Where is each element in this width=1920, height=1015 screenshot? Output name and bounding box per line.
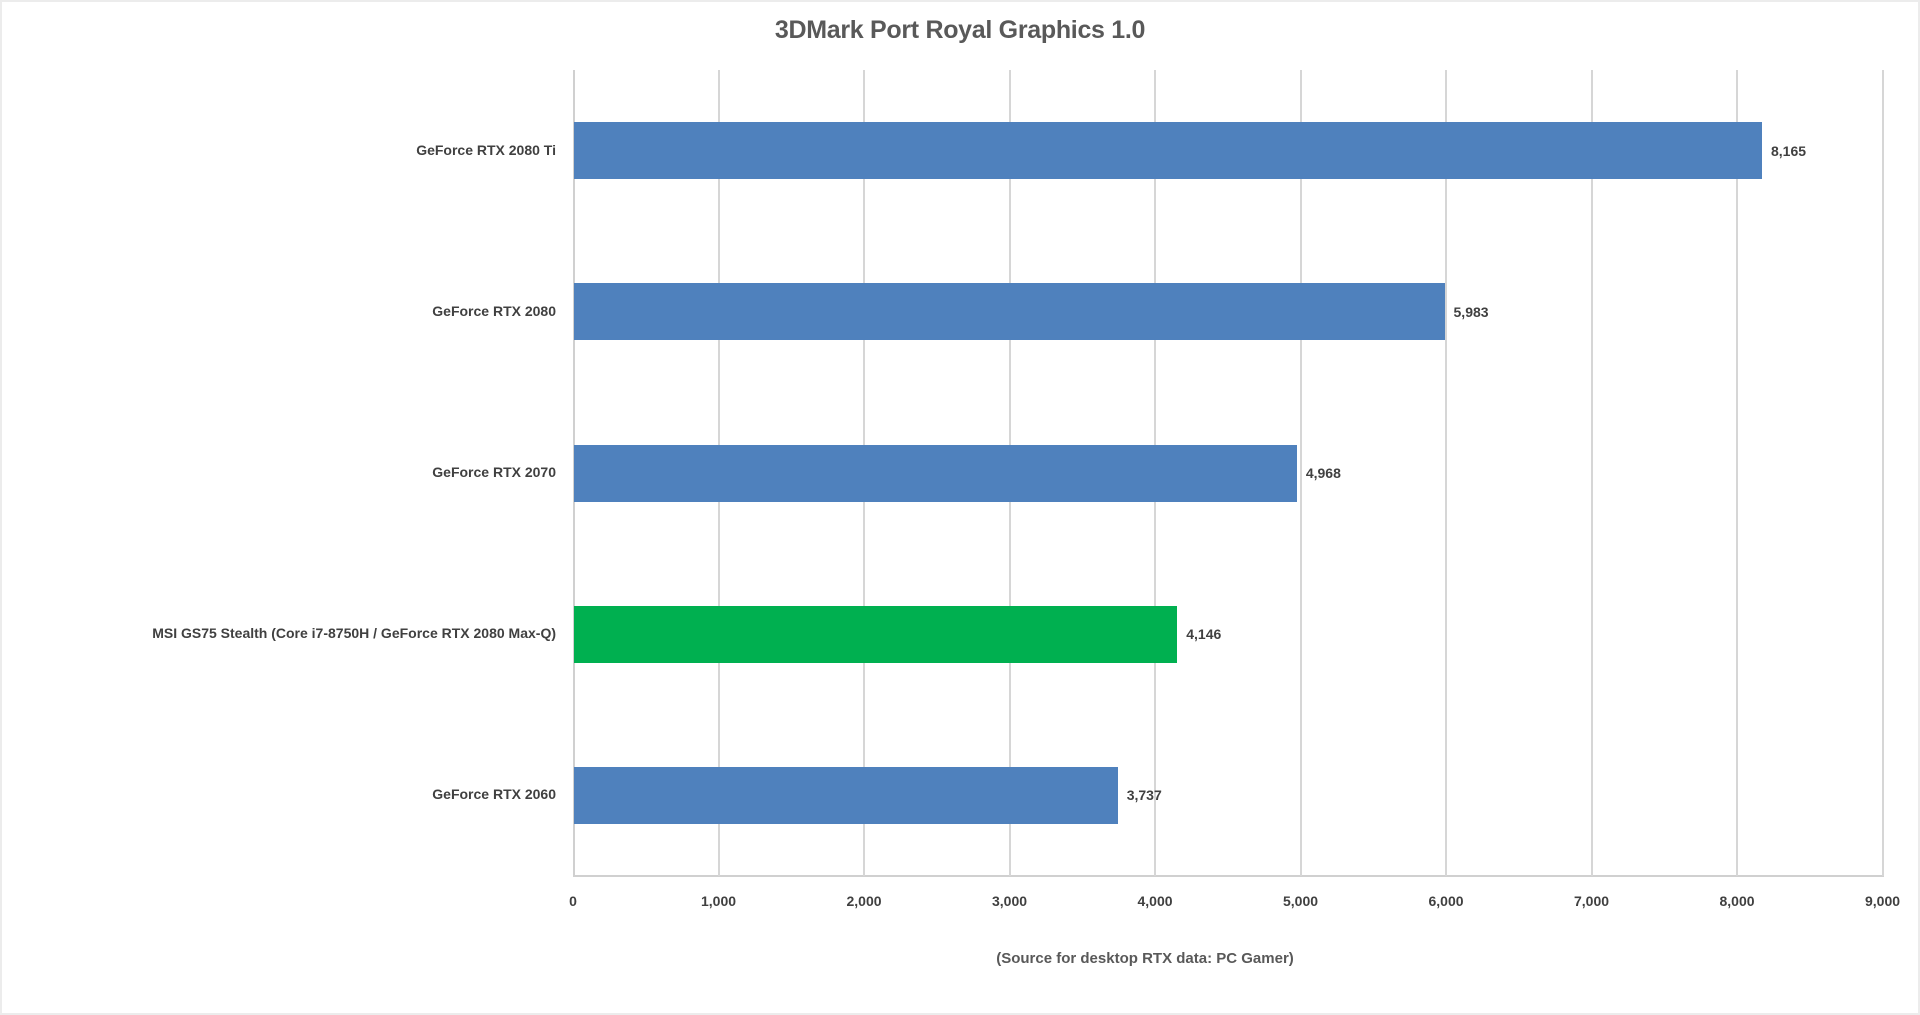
gridline [1299,70,1302,876]
x-tick-label: 8,000 [1719,893,1755,909]
bar [574,444,1297,502]
x-tick-label: 5,000 [1282,893,1319,909]
gridline [1736,70,1738,876]
x-tick-label: 1,000 [700,893,737,909]
gridline [1445,70,1447,876]
gridline [1590,70,1593,876]
y-category-label: GeForce RTX 2070 [432,464,556,480]
x-tick-label: 0 [569,893,577,909]
x-tick-label: 4,000 [1137,893,1173,909]
y-category-label: MSI GS75 Stealth (Core i7-8750H / GeForc… [152,625,556,642]
data-label: 3,737 [1126,787,1162,804]
data-label: 8,165 [1771,142,1807,159]
y-category-label: GeForce RTX 2080 Ti [416,141,556,158]
y-category-label: GeForce RTX 2080 [432,302,556,319]
bar [574,766,1118,824]
data-label: 4,146 [1186,626,1222,643]
chart-title: 3DMark Port Royal Graphics 1.0 [774,16,1146,44]
x-tick-label: 3,000 [991,893,1028,909]
y-category-label: GeForce RTX 2060 [432,786,556,803]
x-axis-label-source-note: (Source for desktop RTX data: PC Gamer) [996,950,1294,967]
x-axis-line [573,875,1884,877]
data-label: 5,983 [1453,303,1489,320]
bar-highlighted [574,605,1178,663]
plot-area: 8,165 5,983 4,968 4,146 3,737 [573,70,1884,877]
x-tick-label: 7,000 [1573,893,1610,909]
bar [574,122,1762,180]
x-tick-label: 6,000 [1428,893,1464,909]
bar [574,283,1445,341]
x-tick-label: 2,000 [846,893,882,909]
gridline [1881,70,1884,876]
data-label: 4,968 [1305,465,1341,481]
x-tick-label: 9,000 [1864,893,1901,909]
